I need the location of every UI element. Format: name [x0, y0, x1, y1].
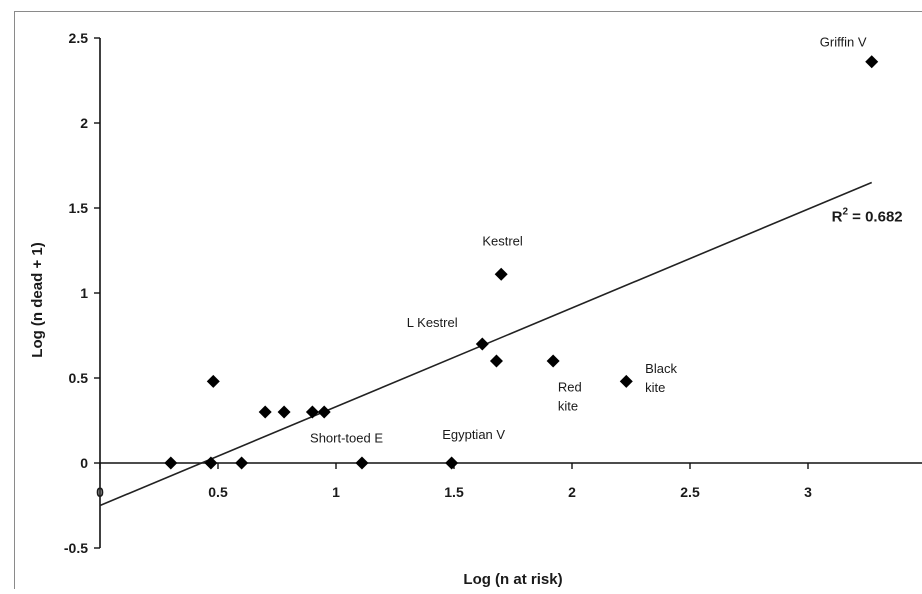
- data-point: [490, 355, 503, 368]
- data-point: [306, 406, 319, 419]
- x-tick-label: 0.5: [208, 484, 228, 500]
- x-tick-label: 1: [332, 484, 340, 500]
- x-tick-label: 3: [804, 484, 812, 500]
- data-point: [355, 457, 368, 470]
- axes: -0.500.511.522.500.511.522.533: [64, 30, 922, 556]
- y-tick-label: 2: [80, 115, 88, 131]
- y-axis-title: Log (n dead + 1): [29, 242, 46, 357]
- data-point: [164, 457, 177, 470]
- y-tick-label: 2.5: [69, 30, 89, 46]
- points-group: [164, 55, 878, 469]
- point-label-line: Black: [645, 361, 677, 376]
- data-point: [235, 457, 248, 470]
- chart-frame: [15, 12, 922, 590]
- x-tick-label: 0: [96, 484, 104, 500]
- point-label: Black kite: [645, 361, 677, 395]
- point-label-line: L Kestrel: [407, 315, 458, 330]
- point-label-line: Short-toed E: [310, 431, 383, 446]
- r-squared-label: R2 = 0.682: [832, 207, 903, 226]
- y-tick-label: -0.5: [64, 540, 88, 556]
- data-point: [207, 375, 220, 388]
- point-label-line: Kestrel: [482, 233, 523, 248]
- data-point: [445, 457, 458, 470]
- y-tick-label: 0.5: [69, 370, 89, 386]
- data-point: [495, 268, 508, 281]
- point-label: Short-toed E: [310, 431, 383, 446]
- point-label: Kestrel: [482, 233, 523, 248]
- x-axis-title: Log (n at risk): [463, 571, 562, 588]
- point-label: Griffin V: [820, 35, 867, 50]
- data-point: [865, 55, 878, 68]
- point-label: L Kestrel: [407, 315, 458, 330]
- point-label: Red kite: [558, 380, 582, 414]
- x-tick-label: 2.5: [680, 484, 700, 500]
- point-labels-group: Griffin V Kestrel L Kestrel Red kite Black kit…: [310, 35, 903, 446]
- data-point: [547, 355, 560, 368]
- point-label-line: kite: [645, 380, 665, 395]
- point-label-line: Red: [558, 380, 582, 395]
- y-tick-label: 0: [80, 455, 88, 471]
- data-point: [278, 406, 291, 419]
- x-tick-label: 1.5: [444, 484, 464, 500]
- point-label-line: Egyptian V: [442, 427, 505, 442]
- point-label: Egyptian V: [442, 427, 505, 442]
- data-point: [620, 375, 633, 388]
- y-tick-label: 1: [80, 285, 88, 301]
- y-tick-label: 1.5: [69, 200, 89, 216]
- x-tick-label: 2: [568, 484, 576, 500]
- data-point: [318, 406, 331, 419]
- data-point: [476, 338, 489, 351]
- point-label-line: Griffin V: [820, 35, 867, 50]
- data-point: [204, 457, 217, 470]
- data-point: [259, 406, 272, 419]
- point-label-line: kite: [558, 399, 578, 414]
